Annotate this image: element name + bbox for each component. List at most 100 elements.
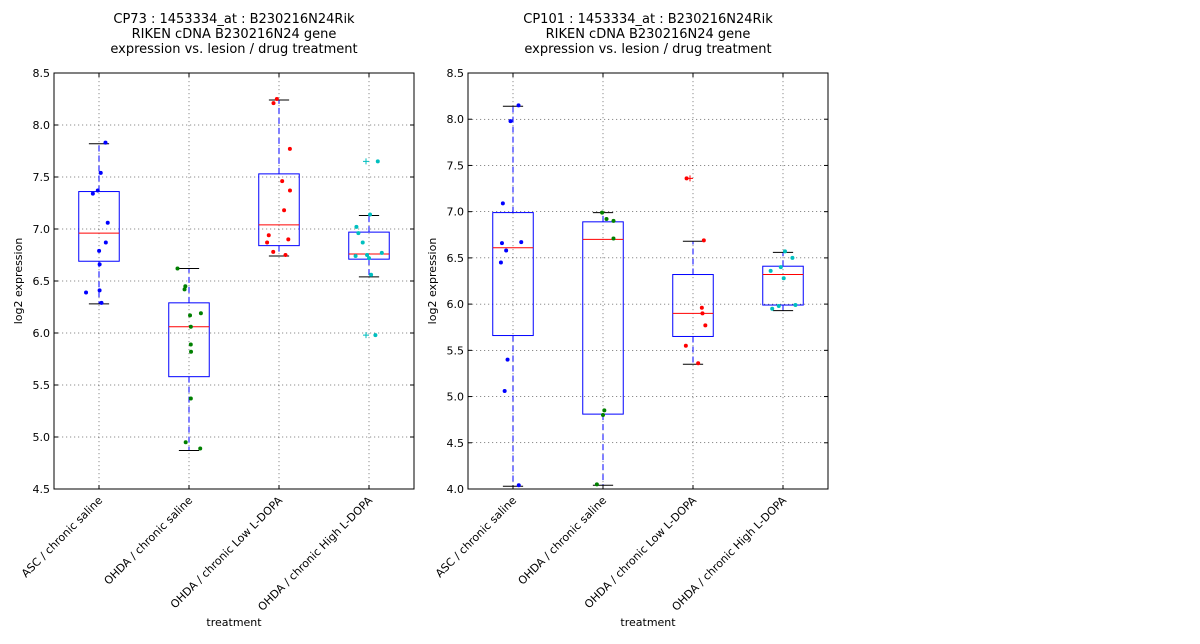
data-point <box>99 300 104 305</box>
data-point <box>265 240 270 245</box>
box-body <box>258 173 300 247</box>
plot-frame <box>467 72 829 490</box>
data-point <box>95 188 100 193</box>
y-tick-label: 5.5 <box>447 344 465 357</box>
data-point <box>703 323 708 328</box>
data-point <box>790 255 795 260</box>
data-point <box>266 233 271 238</box>
box-3 <box>672 175 714 365</box>
box-body <box>672 274 714 337</box>
y-tick-label: 6.0 <box>447 298 465 311</box>
data-point <box>700 311 705 316</box>
box-1 <box>78 143 120 305</box>
box-body <box>762 265 804 306</box>
data-point <box>594 482 599 487</box>
data-point <box>611 236 616 241</box>
x-tick-label: OHDA / chronic saline <box>516 494 610 588</box>
x-tick-label: ASC / chronic saline <box>19 494 105 580</box>
data-point <box>354 224 359 229</box>
box-body <box>168 302 210 378</box>
chart-title-line: CP73 : 1453334_at : B230216N24Rik <box>113 12 355 27</box>
box-2 <box>168 268 210 452</box>
data-point <box>373 333 378 338</box>
data-point <box>516 103 521 108</box>
data-point <box>699 305 704 310</box>
chart-title-line: expression vs. lesion / drug treatment <box>110 42 357 57</box>
data-point <box>696 361 701 366</box>
data-point <box>198 311 203 316</box>
data-point <box>776 303 781 308</box>
data-point <box>365 253 370 257</box>
data-point <box>183 440 188 445</box>
data-point <box>188 324 193 329</box>
y-tick-label: 8.0 <box>447 113 465 126</box>
data-point <box>175 266 180 271</box>
data-point <box>360 240 365 245</box>
y-tick-label: 6.5 <box>447 252 465 265</box>
data-point <box>97 248 102 253</box>
data-point <box>189 349 194 354</box>
x-axis-label: treatment <box>206 616 262 629</box>
y-tick-label: 8.0 <box>33 119 51 132</box>
data-point <box>105 220 110 225</box>
data-point <box>368 212 373 217</box>
data-point <box>379 250 384 255</box>
box-body <box>492 212 534 337</box>
data-point <box>97 262 102 267</box>
y-tick-label: 5.0 <box>33 431 51 444</box>
data-point <box>504 248 509 253</box>
data-point <box>98 170 103 175</box>
data-point <box>768 268 773 273</box>
data-point <box>183 284 188 289</box>
y-tick-label: 6.5 <box>33 275 51 288</box>
data-point <box>271 101 276 106</box>
data-point <box>188 396 193 401</box>
y-tick-label: 4.5 <box>447 437 465 450</box>
data-point <box>516 483 521 488</box>
chart-panel-2: CP101 : 1453334_at : B230216N24RikRIKEN … <box>426 12 829 629</box>
y-tick-label: 6.0 <box>33 327 51 340</box>
data-point <box>182 287 187 292</box>
data-point <box>271 249 276 254</box>
plot-frame <box>53 72 415 490</box>
data-point <box>283 253 288 257</box>
data-point <box>188 313 193 318</box>
data-point <box>274 97 279 101</box>
x-axis-label: treatment <box>620 616 676 629</box>
data-point <box>683 343 688 348</box>
x-tick-label: ASC / chronic saline <box>433 494 519 580</box>
data-point <box>369 272 374 277</box>
data-point <box>778 265 783 270</box>
y-tick-label: 4.5 <box>33 483 51 496</box>
chart-title-line: RIKEN cDNA B230216N24 gene <box>546 27 751 42</box>
chart-title-line: RIKEN cDNA B230216N24 gene <box>132 27 337 42</box>
x-tick-label: OHDA / chronic saline <box>102 494 196 588</box>
data-point <box>781 276 786 281</box>
y-axis-label: log2 expression <box>12 238 25 325</box>
data-point <box>602 408 607 413</box>
data-point <box>280 179 285 184</box>
data-point <box>601 413 606 418</box>
y-tick-label: 7.5 <box>33 171 51 184</box>
data-point <box>90 191 95 196</box>
data-point <box>366 256 371 261</box>
data-point <box>103 140 108 145</box>
data-point <box>286 237 291 242</box>
data-point <box>701 238 706 243</box>
box-1 <box>492 105 534 487</box>
data-point <box>600 210 605 215</box>
data-point <box>505 357 510 362</box>
y-tick-label: 4.0 <box>447 483 465 496</box>
data-point <box>782 249 787 254</box>
data-point <box>188 342 193 347</box>
data-point <box>198 446 203 451</box>
data-point <box>500 201 505 206</box>
y-tick-label: 7.0 <box>33 223 51 236</box>
data-point <box>793 303 798 308</box>
data-point <box>519 240 524 245</box>
data-point <box>353 254 358 259</box>
data-point <box>498 260 503 265</box>
data-point <box>684 176 689 181</box>
chart-title-line: expression vs. lesion / drug treatment <box>524 42 771 57</box>
